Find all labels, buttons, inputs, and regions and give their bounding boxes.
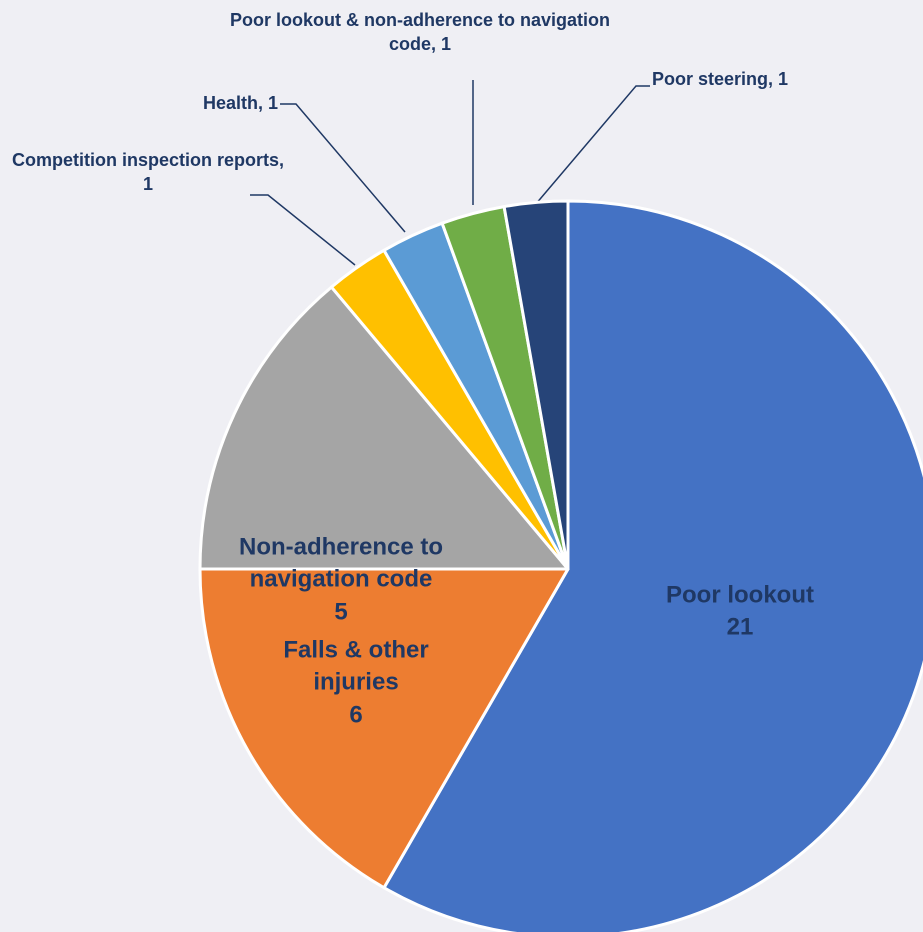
data-label: Falls & other injuries 6 [256, 634, 456, 731]
label-separator: , [279, 150, 285, 170]
slice-name: Falls & other injuries [283, 636, 429, 696]
slice-name: Health [202, 93, 258, 113]
label-separator: , [430, 34, 441, 55]
data-label: Poor lookout 21 [665, 580, 815, 645]
label-separator: , [257, 93, 268, 113]
data-label: Health, 1 [100, 91, 278, 115]
data-label: Non-adherence to navigation code 5 [236, 531, 446, 628]
slice-name: Competition inspection reports [11, 150, 279, 170]
data-label: Poor lookout & non-adherence to navigati… [220, 8, 620, 57]
pie-slice [502, 199, 570, 571]
data-label: Competition inspection reports, 1 [8, 148, 288, 197]
slice-name: Poor lookout & non-adherence to navigati… [229, 10, 610, 55]
slice-value: 5 [334, 598, 348, 626]
slice-value: 21 [726, 614, 754, 641]
slice-value: 6 [349, 701, 363, 729]
data-label: Poor steering, 1 [652, 67, 912, 91]
leader-line [250, 194, 356, 266]
leader-line [280, 103, 406, 233]
pie-slice [198, 567, 570, 890]
slice-value: 1 [778, 69, 789, 89]
slice-name: Poor lookout [666, 581, 814, 609]
pie-slice [382, 199, 923, 932]
label-separator: , [768, 69, 779, 89]
slice-name: Non-adherence to navigation code [238, 533, 444, 593]
leader-line [534, 85, 650, 206]
slice-value: 1 [267, 93, 278, 113]
slice-name: Poor steering [652, 69, 769, 89]
pie-slice [198, 285, 570, 571]
slice-value: 1 [142, 174, 153, 195]
slice-value: 1 [441, 34, 452, 55]
